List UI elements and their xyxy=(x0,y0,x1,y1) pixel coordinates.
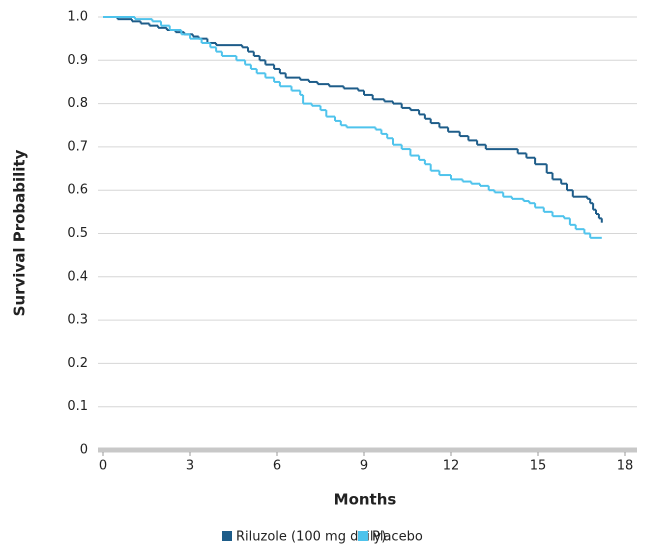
y-tick-label: 0.2 xyxy=(67,356,88,371)
y-tick-label: 0.9 xyxy=(67,53,88,68)
x-tick-label: 15 xyxy=(530,459,547,474)
y-tick-label: 0.5 xyxy=(67,226,88,241)
legend-label: Placebo xyxy=(372,530,423,545)
x-tick-label: 3 xyxy=(186,459,194,474)
legend-label: Riluzole (100 mg daily) xyxy=(236,530,386,545)
y-tick-label: 0.1 xyxy=(67,399,88,414)
x-tick-label: 9 xyxy=(360,459,368,474)
y-tick-label: 0.4 xyxy=(67,269,88,284)
y-tick-label: 0 xyxy=(80,443,88,458)
y-axis-title: Survival Probability xyxy=(11,149,29,316)
y-tick-label: 0.8 xyxy=(67,96,88,111)
x-tick-label: 18 xyxy=(617,459,634,474)
legend-swatch xyxy=(358,531,368,541)
x-axis-title: Months xyxy=(334,491,397,509)
y-tick-label: 0.6 xyxy=(67,183,88,198)
x-tick-label: 6 xyxy=(273,459,281,474)
y-tick-label: 0.3 xyxy=(67,313,88,328)
x-tick-label: 0 xyxy=(99,459,107,474)
legend-swatch xyxy=(222,531,232,541)
y-tick-label: 0.7 xyxy=(67,139,88,154)
x-tick-label: 12 xyxy=(443,459,460,474)
y-tick-label: 1.0 xyxy=(67,10,88,25)
